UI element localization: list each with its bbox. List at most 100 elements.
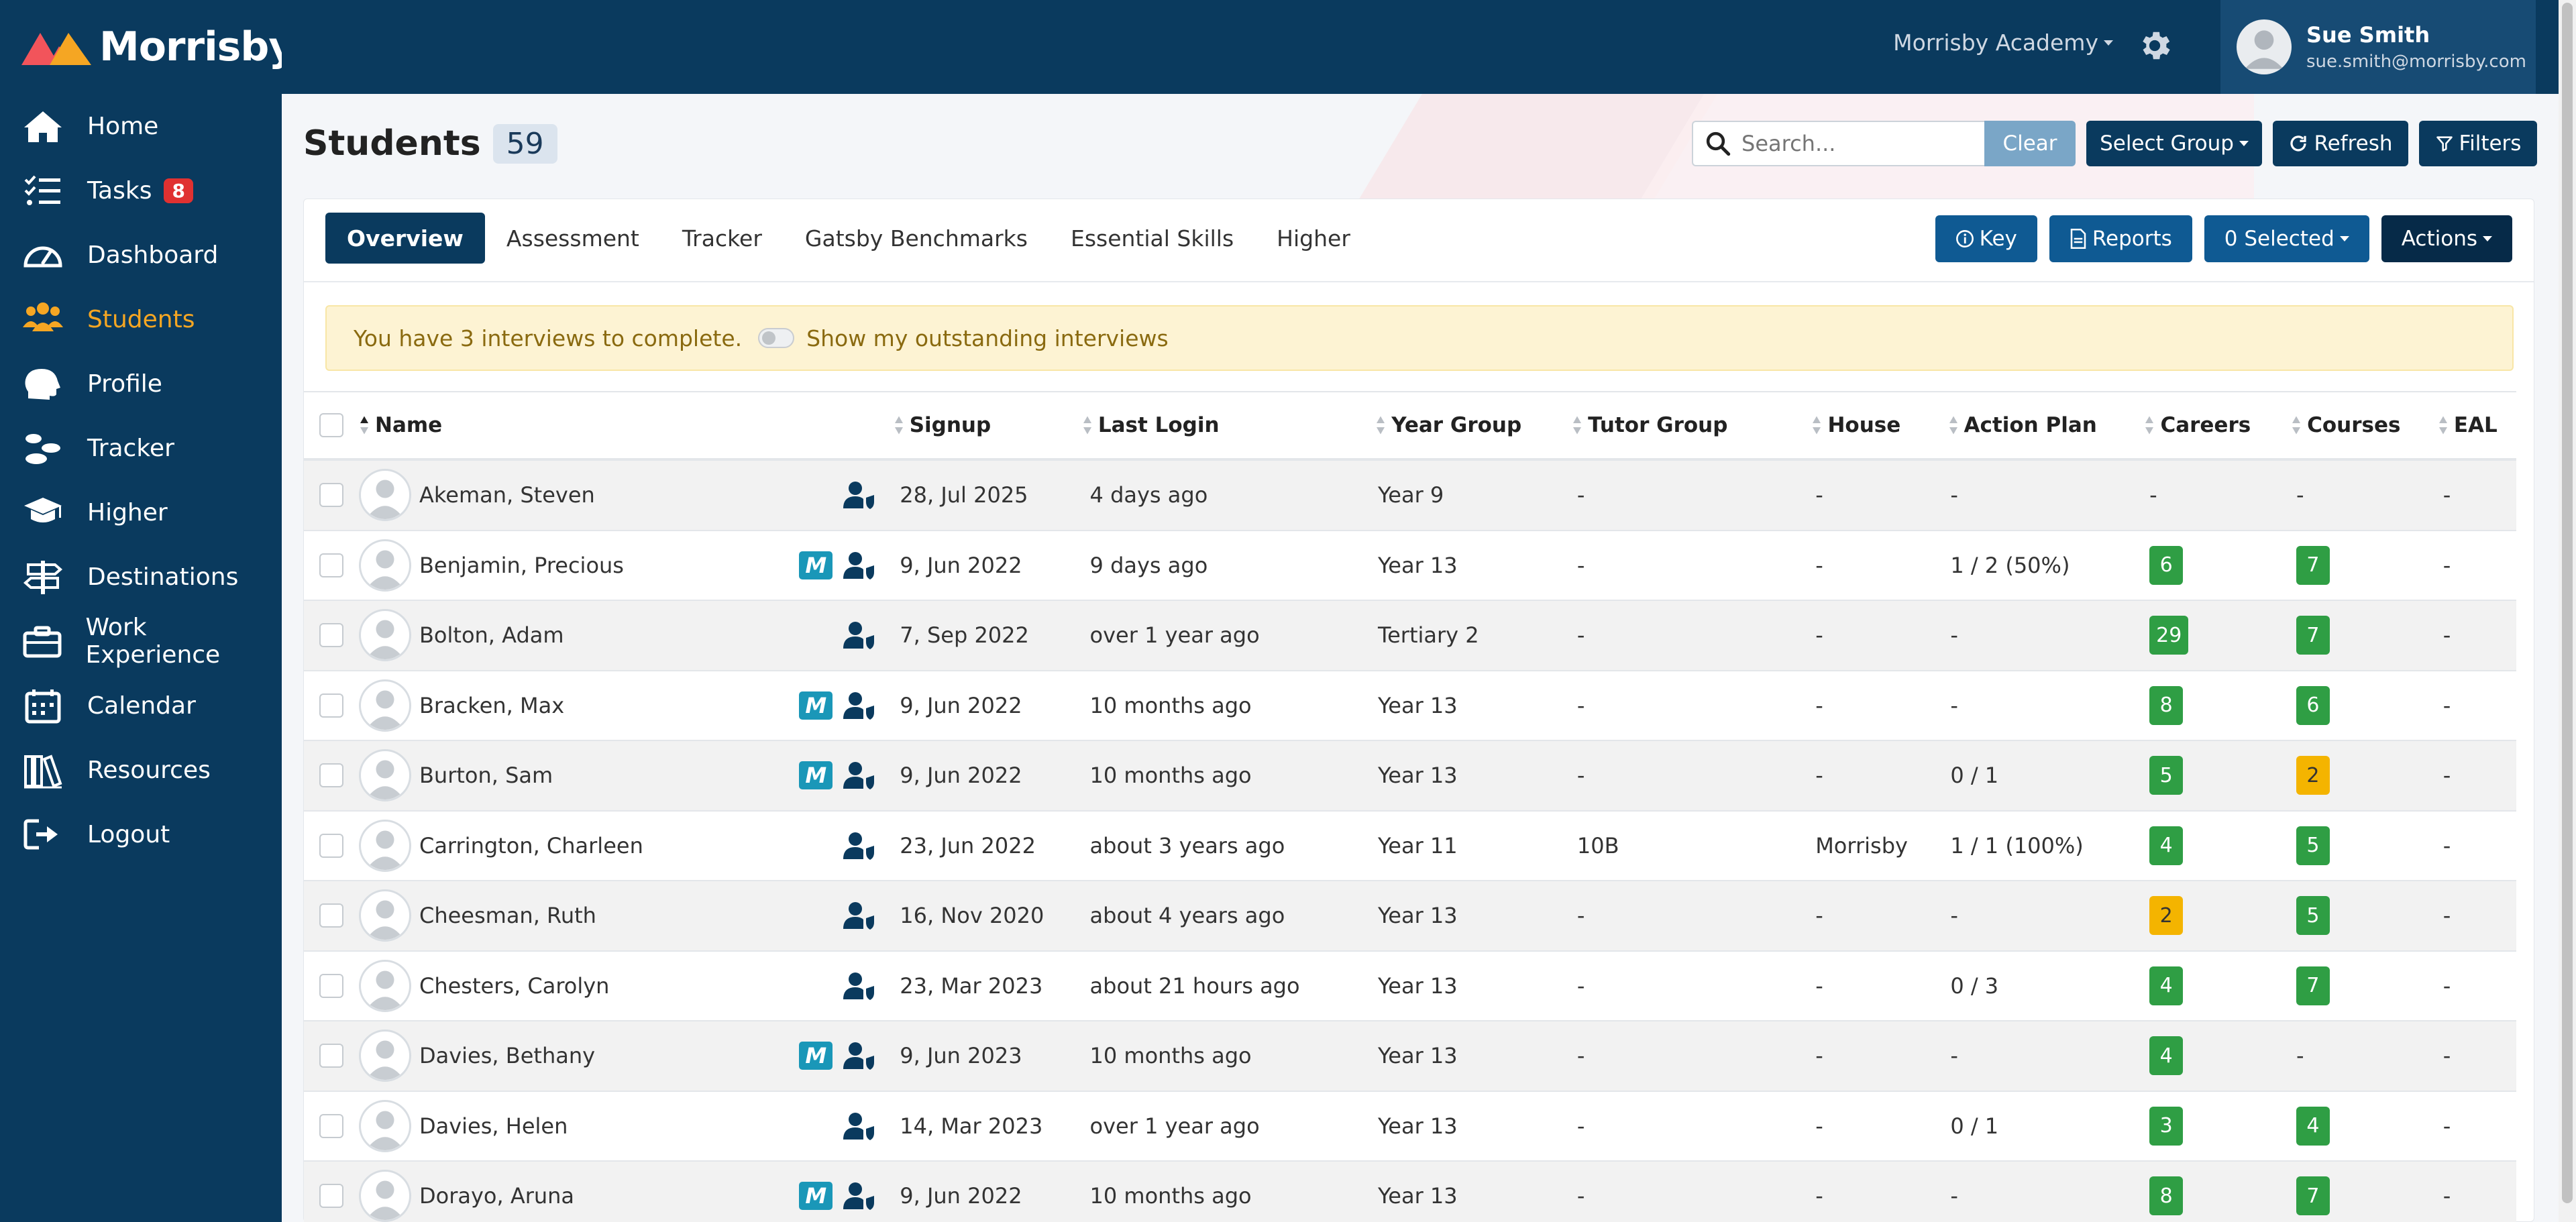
tab-assessment[interactable]: Assessment: [506, 225, 639, 252]
filters-button[interactable]: Filters: [2419, 121, 2537, 166]
row-checkbox[interactable]: [319, 483, 343, 508]
tab-higher[interactable]: Higher: [1277, 225, 1350, 252]
search-input[interactable]: [1741, 131, 1963, 156]
table-row[interactable]: Cheesman, Ruth 16, Nov 2020 about 4 years …: [304, 881, 2516, 952]
select-all-checkbox[interactable]: [319, 413, 343, 437]
sidebar-item-logout[interactable]: Logout: [0, 802, 282, 867]
table-row[interactable]: Akeman, Steven 28, Jul 2025 4 days ago Year…: [304, 461, 2516, 531]
sidebar-item-higher[interactable]: Higher: [0, 480, 282, 545]
student-name[interactable]: Chesters, Carolyn: [419, 973, 610, 999]
courses-count-badge[interactable]: 4: [2296, 1106, 2330, 1146]
table-row[interactable]: Chesters, Carolyn 23, Mar 2023 about 21 ho…: [304, 952, 2516, 1021]
table-row[interactable]: Benjamin, Precious M 9, Jun 2022 9 days ago…: [304, 531, 2516, 601]
careers-count-badge[interactable]: 4: [2149, 966, 2184, 1005]
column-header-action-plan[interactable]: Action Plan: [1948, 413, 2145, 437]
sidebar-item-work-experience[interactable]: Work Experience: [0, 609, 282, 673]
student-name[interactable]: Burton, Sam: [419, 763, 553, 789]
sidebar-item-students[interactable]: Students: [0, 287, 282, 351]
selected-dropdown-button[interactable]: 0 Selected: [2204, 215, 2369, 262]
person-shield-icon[interactable]: [843, 690, 878, 721]
actions-dropdown-button[interactable]: Actions: [2381, 215, 2512, 262]
courses-count-badge[interactable]: 7: [2296, 545, 2330, 585]
person-shield-icon[interactable]: [843, 1040, 878, 1071]
courses-count-badge[interactable]: 2: [2296, 756, 2330, 795]
courses-count-badge[interactable]: 7: [2296, 616, 2330, 655]
page-scrollbar[interactable]: [2559, 0, 2576, 1222]
tab-gatsby-benchmarks[interactable]: Gatsby Benchmarks: [804, 225, 1028, 252]
row-checkbox[interactable]: [319, 1044, 343, 1068]
row-checkbox[interactable]: [319, 1184, 343, 1209]
student-name[interactable]: Carrington, Charleen: [419, 832, 643, 858]
person-shield-icon[interactable]: [843, 900, 878, 931]
sidebar-item-home[interactable]: Home: [0, 94, 282, 158]
table-row[interactable]: Bolton, Adam 7, Sep 2022 over 1 year ago Te…: [304, 601, 2516, 671]
person-shield-icon[interactable]: [843, 760, 878, 791]
student-name[interactable]: Davies, Helen: [419, 1113, 568, 1139]
student-name[interactable]: Benjamin, Precious: [419, 552, 624, 578]
column-header-signup[interactable]: Signup: [894, 413, 1082, 437]
careers-count-badge[interactable]: 5: [2149, 756, 2184, 795]
tab-essential-skills[interactable]: Essential Skills: [1070, 225, 1234, 252]
careers-count-badge[interactable]: 3: [2149, 1106, 2184, 1146]
student-name[interactable]: Dorayo, Aruna: [419, 1183, 575, 1209]
person-shield-icon[interactable]: [843, 1180, 878, 1211]
reports-button[interactable]: Reports: [2049, 215, 2192, 262]
person-shield-icon[interactable]: [843, 970, 878, 1001]
column-header-last-login[interactable]: Last Login: [1082, 413, 1375, 437]
table-row[interactable]: Burton, Sam M 9, Jun 2022 10 months ago Year…: [304, 741, 2516, 812]
sidebar-item-tasks[interactable]: Tasks 8: [0, 158, 282, 223]
key-button[interactable]: Key: [1935, 215, 2037, 262]
table-row[interactable]: Carrington, Charleen 23, Jun 2022 about 3 …: [304, 812, 2516, 881]
gear-icon[interactable]: [2136, 27, 2174, 64]
table-row[interactable]: Dorayo, Aruna M 9, Jun 2022 10 months ago Ye…: [304, 1162, 2516, 1222]
person-shield-icon[interactable]: [843, 480, 878, 510]
student-name[interactable]: Bolton, Adam: [419, 622, 564, 649]
careers-count-badge[interactable]: 8: [2149, 685, 2184, 725]
person-shield-icon[interactable]: [843, 830, 878, 861]
careers-count-badge[interactable]: 29: [2149, 616, 2189, 655]
careers-count-badge[interactable]: 2: [2149, 896, 2184, 936]
column-header-name[interactable]: Name: [359, 413, 894, 437]
row-checkbox[interactable]: [319, 903, 343, 928]
tab-tracker[interactable]: Tracker: [682, 225, 762, 252]
careers-count-badge[interactable]: 6: [2149, 545, 2184, 585]
tab-overview[interactable]: Overview: [325, 213, 485, 264]
refresh-button[interactable]: Refresh: [2273, 121, 2408, 166]
column-header-careers[interactable]: Careers: [2144, 413, 2291, 437]
courses-count-badge[interactable]: 6: [2296, 685, 2330, 725]
row-checkbox[interactable]: [319, 623, 343, 648]
column-header-courses[interactable]: Courses: [2291, 413, 2438, 437]
table-row[interactable]: Davies, Helen 14, Mar 2023 over 1 year ago…: [304, 1092, 2516, 1162]
outstanding-interviews-toggle[interactable]: [758, 328, 795, 348]
person-shield-icon[interactable]: [843, 620, 878, 651]
table-row[interactable]: Davies, Bethany M 9, Jun 2023 10 months ago…: [304, 1021, 2516, 1092]
clear-search-button[interactable]: Clear: [1984, 121, 2076, 166]
courses-count-badge[interactable]: 7: [2296, 966, 2330, 1005]
sidebar-item-dashboard[interactable]: Dashboard: [0, 223, 282, 287]
column-header-house[interactable]: House: [1811, 413, 1947, 437]
academy-dropdown[interactable]: Morrisby Academy: [1893, 30, 2113, 56]
column-header-year-group[interactable]: Year Group: [1375, 413, 1572, 437]
row-checkbox[interactable]: [319, 693, 343, 718]
courses-count-badge[interactable]: 7: [2296, 1176, 2330, 1216]
row-checkbox[interactable]: [319, 553, 343, 577]
sidebar-item-tracker[interactable]: Tracker: [0, 416, 282, 480]
student-name[interactable]: Bracken, Max: [419, 692, 565, 718]
courses-count-badge[interactable]: 5: [2296, 896, 2330, 936]
morrisby-logo[interactable]: Morrisby: [19, 20, 294, 74]
sidebar-item-calendar[interactable]: Calendar: [0, 673, 282, 738]
sidebar-item-profile[interactable]: Profile: [0, 351, 282, 416]
sidebar-item-resources[interactable]: Resources: [0, 738, 282, 802]
column-header-eal[interactable]: EAL: [2438, 413, 2516, 437]
row-checkbox[interactable]: [319, 763, 343, 788]
careers-count-badge[interactable]: 4: [2149, 826, 2184, 865]
person-shield-icon[interactable]: [843, 1111, 878, 1142]
column-header-tutor-group[interactable]: Tutor Group: [1572, 413, 1811, 437]
courses-count-badge[interactable]: 5: [2296, 826, 2330, 865]
sidebar-item-destinations[interactable]: Destinations: [0, 545, 282, 609]
careers-count-badge[interactable]: 8: [2149, 1176, 2184, 1216]
row-checkbox[interactable]: [319, 833, 343, 858]
student-name[interactable]: Akeman, Steven: [419, 482, 595, 508]
table-row[interactable]: Bracken, Max M 9, Jun 2022 10 months ago Yea…: [304, 671, 2516, 741]
student-name[interactable]: Cheesman, Ruth: [419, 903, 596, 929]
